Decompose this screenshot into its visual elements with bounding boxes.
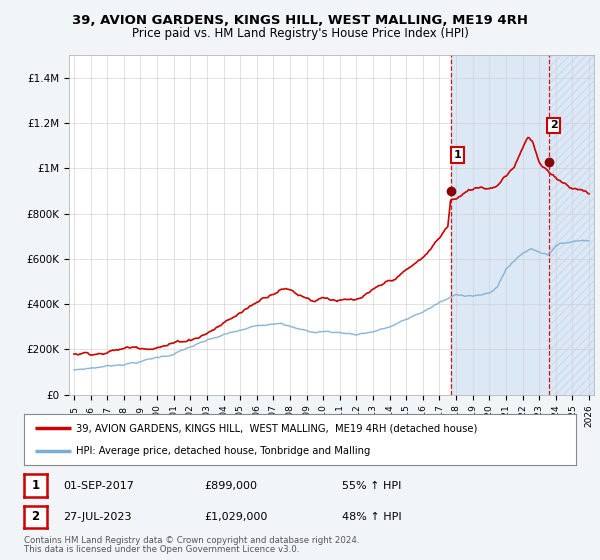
Text: £1,029,000: £1,029,000: [204, 512, 268, 522]
Text: 48% ↑ HPI: 48% ↑ HPI: [342, 512, 401, 522]
Bar: [451, 55, 548, 395]
Text: 2: 2: [31, 510, 40, 524]
Bar: [548, 55, 594, 395]
Bar: [548, 55, 594, 395]
Text: This data is licensed under the Open Government Licence v3.0.: This data is licensed under the Open Gov…: [24, 545, 299, 554]
Text: Price paid vs. HM Land Registry's House Price Index (HPI): Price paid vs. HM Land Registry's House …: [131, 27, 469, 40]
Text: 2: 2: [550, 120, 557, 130]
Text: 39, AVION GARDENS, KINGS HILL,  WEST MALLING,  ME19 4RH (detached house): 39, AVION GARDENS, KINGS HILL, WEST MALL…: [76, 423, 478, 433]
Text: 39, AVION GARDENS, KINGS HILL, WEST MALLING, ME19 4RH: 39, AVION GARDENS, KINGS HILL, WEST MALL…: [72, 14, 528, 27]
Text: 01-SEP-2017: 01-SEP-2017: [63, 480, 134, 491]
Text: 27-JUL-2023: 27-JUL-2023: [63, 512, 131, 522]
Text: HPI: Average price, detached house, Tonbridge and Malling: HPI: Average price, detached house, Tonb…: [76, 446, 371, 456]
Text: 1: 1: [454, 150, 461, 160]
Text: Contains HM Land Registry data © Crown copyright and database right 2024.: Contains HM Land Registry data © Crown c…: [24, 536, 359, 545]
Text: 1: 1: [31, 479, 40, 492]
Text: 55% ↑ HPI: 55% ↑ HPI: [342, 480, 401, 491]
Text: £899,000: £899,000: [204, 480, 257, 491]
